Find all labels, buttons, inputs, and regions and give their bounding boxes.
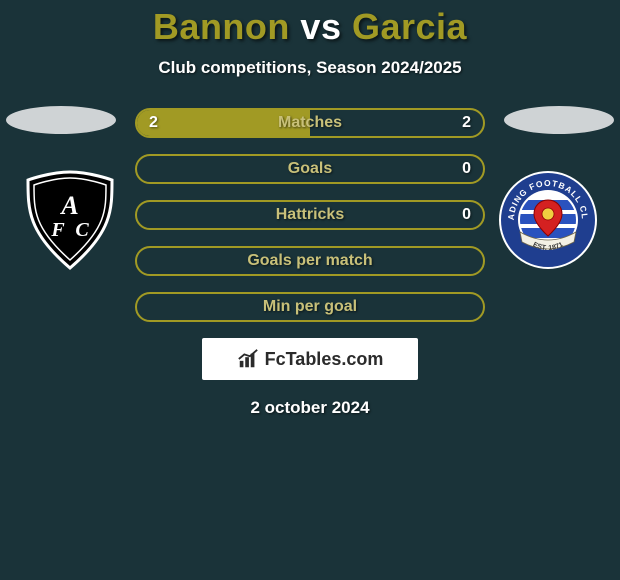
stat-bar: Hattricks0	[135, 200, 485, 230]
svg-text:A: A	[59, 191, 78, 220]
stats-section: A F C READING FOOTBALL CLUB	[0, 108, 620, 418]
stat-value-right: 2	[450, 110, 483, 136]
crest-icon: READING FOOTBALL CLUB EST. 1871	[498, 170, 598, 270]
stat-value-right: 0	[450, 202, 483, 228]
player-ellipse-left	[6, 106, 116, 134]
watermark-text: FcTables.com	[265, 349, 384, 370]
player-ellipse-right	[504, 106, 614, 134]
svg-text:C: C	[75, 219, 89, 241]
chart-icon	[237, 348, 259, 370]
stat-bar: Goals per match	[135, 246, 485, 276]
stat-value-right: 0	[450, 156, 483, 182]
team-logo-right: READING FOOTBALL CLUB EST. 1871	[498, 170, 598, 270]
date-label: 2 october 2024	[0, 398, 620, 418]
subtitle: Club competitions, Season 2024/2025	[0, 58, 620, 78]
stat-label: Min per goal	[137, 294, 483, 320]
stat-bar: Min per goal	[135, 292, 485, 322]
stat-label: Goals	[137, 156, 483, 182]
stat-bars: Matches22Goals0Hattricks0Goals per match…	[135, 108, 485, 322]
svg-text:F: F	[50, 219, 65, 241]
stat-bar: Matches22	[135, 108, 485, 138]
stat-value-left: 2	[137, 110, 170, 136]
stat-label: Hattricks	[137, 202, 483, 228]
comparison-card: Bannon vs Garcia Club competitions, Seas…	[0, 0, 620, 418]
stat-bar: Goals0	[135, 154, 485, 184]
shield-icon: A F C	[20, 170, 120, 270]
stat-label: Goals per match	[137, 248, 483, 274]
watermark: FcTables.com	[202, 338, 418, 380]
page-title: Bannon vs Garcia	[0, 6, 620, 48]
team-logo-left: A F C	[20, 170, 120, 270]
